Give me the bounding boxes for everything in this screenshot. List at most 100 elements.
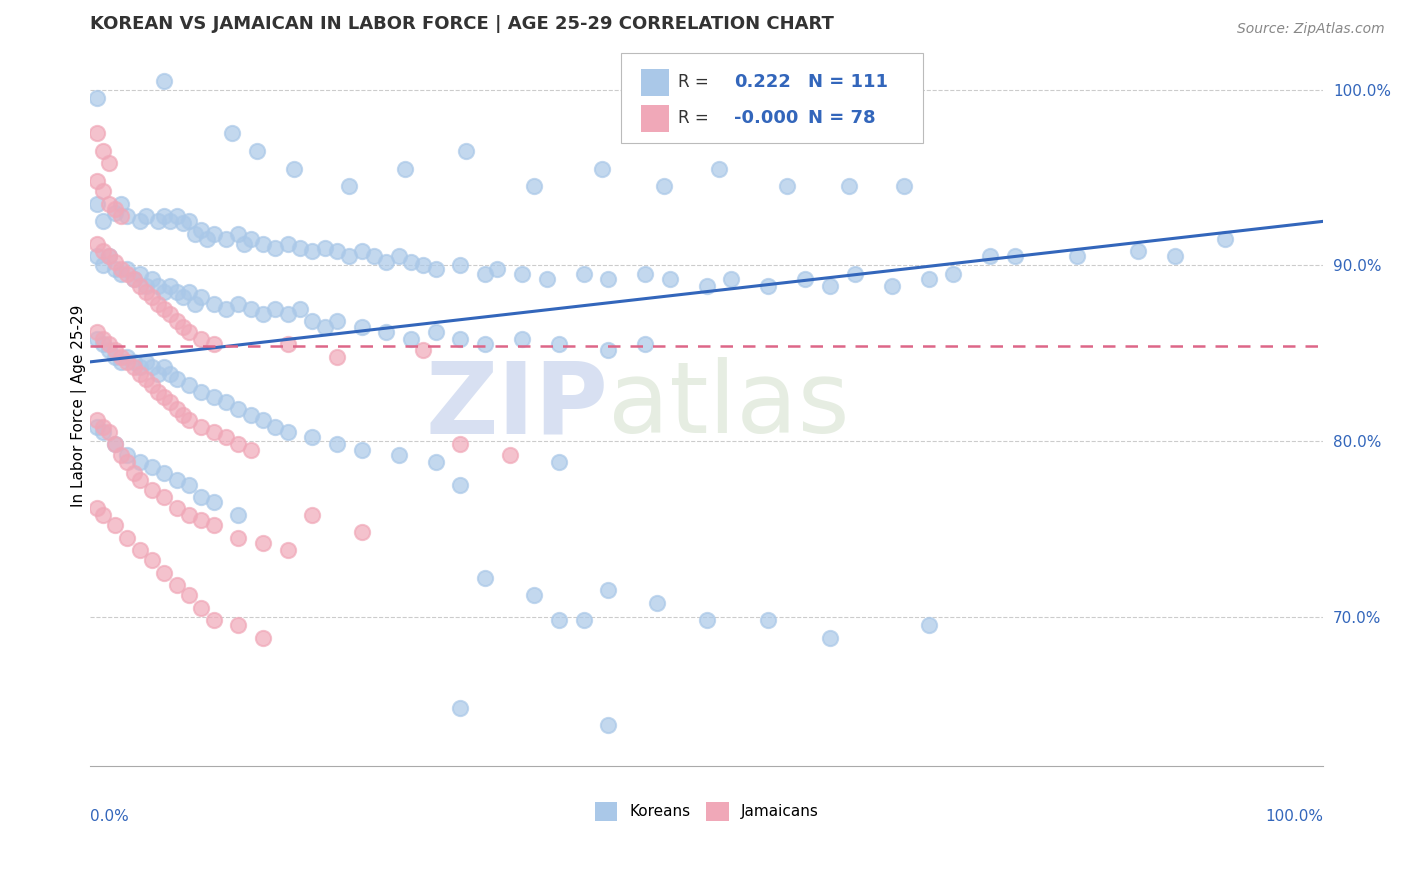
Point <box>202 613 225 627</box>
Point <box>202 297 225 311</box>
Point <box>190 600 212 615</box>
Point <box>226 437 249 451</box>
Point <box>86 413 108 427</box>
Point <box>104 350 127 364</box>
Point <box>141 272 163 286</box>
Point <box>166 500 188 515</box>
Point <box>326 314 349 328</box>
Point <box>91 244 114 259</box>
Point <box>326 350 349 364</box>
Point <box>86 325 108 339</box>
Point <box>1128 244 1150 259</box>
Point <box>190 420 212 434</box>
Point <box>510 267 533 281</box>
Point <box>264 302 287 317</box>
Point <box>399 332 422 346</box>
Point <box>91 337 114 351</box>
Point <box>166 314 188 328</box>
Point <box>572 267 595 281</box>
Point <box>844 267 866 281</box>
Point <box>91 508 114 522</box>
Point <box>337 179 360 194</box>
Point <box>197 232 219 246</box>
Point <box>172 290 194 304</box>
Point <box>252 631 274 645</box>
Point <box>591 161 613 176</box>
Point <box>159 367 181 381</box>
Point <box>128 542 150 557</box>
Point <box>141 483 163 497</box>
Point <box>202 518 225 533</box>
Point <box>104 437 127 451</box>
Point <box>264 420 287 434</box>
Point <box>1213 232 1236 246</box>
Point <box>598 343 620 357</box>
Point <box>153 360 176 375</box>
Point <box>449 332 471 346</box>
Point <box>91 420 114 434</box>
Point <box>350 442 373 457</box>
Point <box>474 571 496 585</box>
Point <box>486 261 509 276</box>
Point <box>97 425 120 439</box>
Text: R =: R = <box>679 73 709 91</box>
Point <box>86 500 108 515</box>
Point <box>202 495 225 509</box>
Point <box>598 583 620 598</box>
Point <box>153 466 176 480</box>
Point <box>190 490 212 504</box>
Point <box>122 355 145 369</box>
Point <box>153 390 176 404</box>
Text: atlas: atlas <box>609 358 849 454</box>
Point <box>104 254 127 268</box>
Point <box>153 490 176 504</box>
Point <box>387 250 409 264</box>
Point <box>239 302 262 317</box>
Point <box>166 372 188 386</box>
Point <box>135 372 157 386</box>
Point <box>110 196 132 211</box>
Point <box>97 337 120 351</box>
Point <box>117 261 139 276</box>
Point <box>159 214 181 228</box>
Point <box>172 216 194 230</box>
Point <box>979 250 1001 264</box>
Point <box>1164 250 1187 264</box>
Point <box>141 290 163 304</box>
Point <box>86 196 108 211</box>
Point <box>252 413 274 427</box>
Y-axis label: In Labor Force | Age 25-29: In Labor Force | Age 25-29 <box>72 304 87 507</box>
Point <box>97 250 120 264</box>
Point <box>412 258 434 272</box>
Point <box>117 267 139 281</box>
Legend: Koreans, Jamaicans: Koreans, Jamaicans <box>589 796 825 827</box>
Point <box>449 478 471 492</box>
Point <box>110 267 132 281</box>
Text: N = 111: N = 111 <box>808 73 889 91</box>
Point <box>226 402 249 417</box>
Point <box>288 302 311 317</box>
Point <box>135 355 157 369</box>
Point <box>122 360 145 375</box>
Point <box>110 261 132 276</box>
Point <box>135 209 157 223</box>
Point <box>918 618 941 632</box>
Text: Source: ZipAtlas.com: Source: ZipAtlas.com <box>1237 22 1385 37</box>
Point <box>449 258 471 272</box>
Point <box>264 241 287 255</box>
Point <box>634 267 657 281</box>
Point <box>375 254 398 268</box>
Point <box>117 455 139 469</box>
Point <box>449 701 471 715</box>
Point <box>190 223 212 237</box>
Point <box>97 250 120 264</box>
Point <box>166 209 188 223</box>
Point <box>104 437 127 451</box>
Point <box>221 127 243 141</box>
Point <box>277 307 299 321</box>
Point <box>498 448 520 462</box>
Point <box>202 390 225 404</box>
Point <box>456 144 478 158</box>
Point <box>394 161 416 176</box>
Point <box>776 179 799 194</box>
